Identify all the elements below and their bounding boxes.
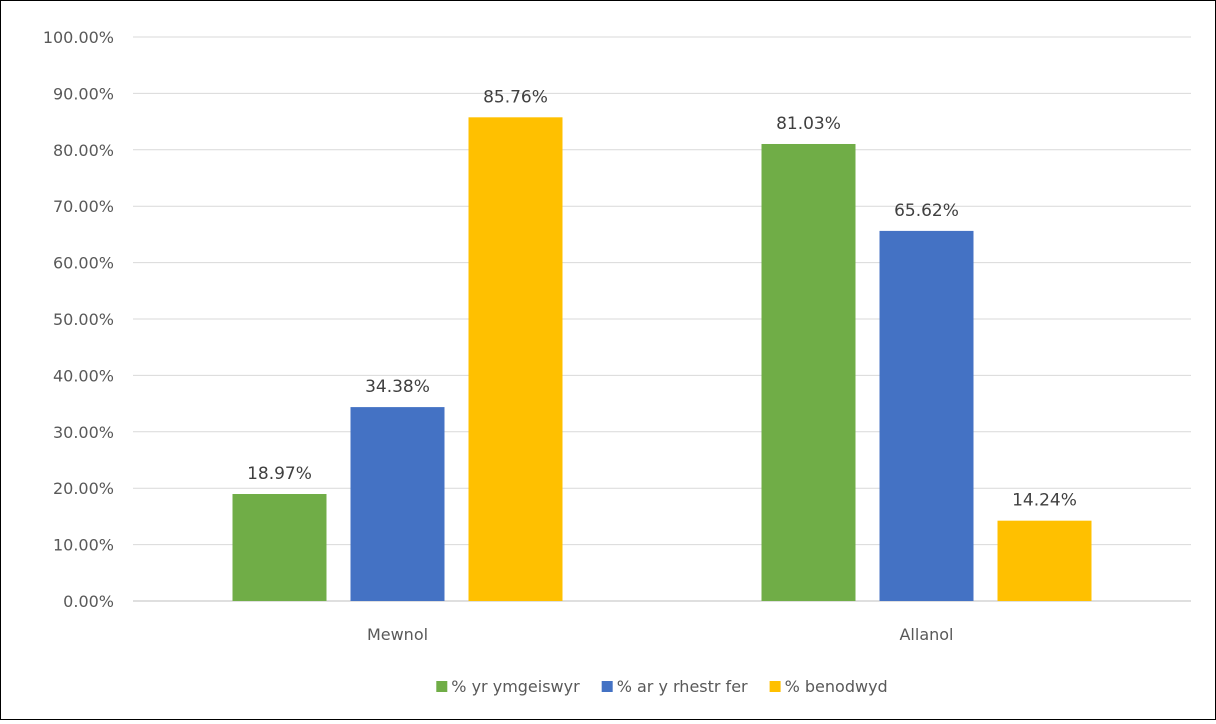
y-tick-label: 90.00% — [53, 84, 114, 103]
bar — [997, 520, 1092, 601]
bar — [350, 407, 445, 601]
legend-label: % yr ymgeiswyr — [451, 677, 580, 696]
y-tick-label: 100.00% — [43, 28, 114, 47]
y-tick-label: 70.00% — [53, 197, 114, 216]
legend-swatch — [769, 681, 781, 692]
category-label: Mewnol — [367, 625, 428, 644]
category-label: Allanol — [899, 625, 953, 644]
y-tick-label: 30.00% — [53, 423, 114, 442]
y-tick-label: 0.00% — [63, 592, 114, 611]
y-tick-label: 60.00% — [53, 254, 114, 273]
y-axis-tick-labels: 0.00% 10.00% 20.00% 30.00% 40.00% 50.00% 60.00… — [43, 28, 114, 611]
y-tick-label: 20.00% — [53, 479, 114, 498]
legend-label: % ar y rhestr fer — [617, 677, 748, 696]
data-label: 85.76% — [483, 87, 548, 107]
bar — [468, 117, 563, 601]
data-label: 18.97% — [247, 464, 312, 484]
y-tick-label: 50.00% — [53, 310, 114, 329]
legend-swatch — [601, 681, 613, 692]
bar — [879, 230, 974, 601]
legend-label: % benodwyd — [785, 677, 888, 696]
data-label: 34.38% — [365, 377, 430, 397]
legend: % yr ymgeiswyr % ar y rhestr fer % benodwy… — [436, 677, 888, 696]
legend-item: % yr ymgeiswyr — [436, 677, 580, 696]
y-tick-label: 40.00% — [53, 366, 114, 385]
legend-item: % ar y rhestr fer — [601, 677, 748, 696]
y-tick-label: 10.00% — [53, 536, 114, 555]
data-labels: 18.97% 34.38% 85.76% 81.03% 65.62% 14.24% — [247, 87, 1077, 510]
legend-item: % benodwyd — [769, 677, 888, 696]
data-label: 81.03% — [776, 114, 841, 134]
data-label: 65.62% — [894, 201, 959, 221]
legend-swatch — [436, 681, 448, 692]
bar — [761, 143, 856, 602]
x-axis-category-labels: Mewnol Allanol — [367, 625, 954, 644]
data-label: 14.24% — [1012, 491, 1077, 511]
y-tick-label: 80.00% — [53, 141, 114, 160]
bar — [232, 494, 327, 601]
bars — [232, 117, 1092, 602]
